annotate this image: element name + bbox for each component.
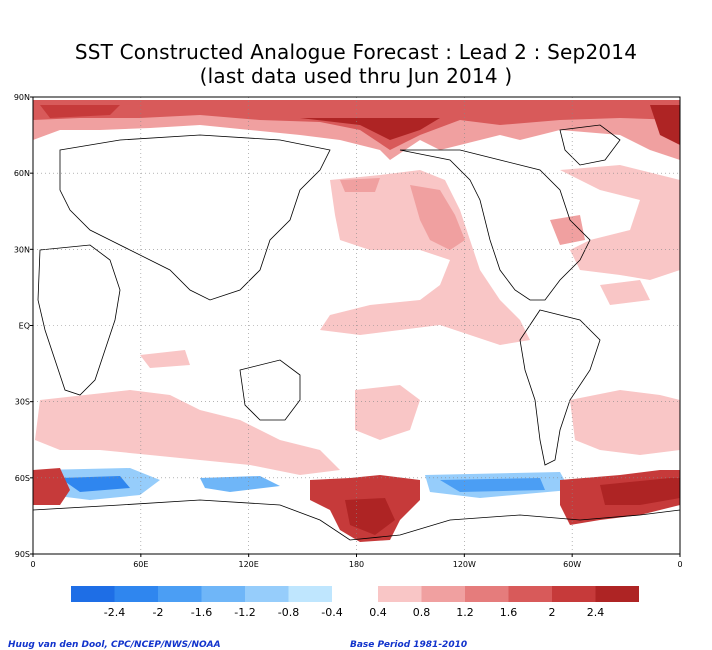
coastlines (32, 124, 681, 541)
lon-tick-label: 0 (30, 560, 35, 569)
lon-tick-label: 60E (133, 560, 148, 569)
lon-labels: 0 60E 120E 180 120W 60W 0 (30, 554, 683, 569)
lat-tick-label: 60S (15, 474, 30, 483)
colorbar: -2.4 -2 -1.6 -1.2 -0.8 -0.4 0.4 0.8 1.2 1.6 2 2.4 (71, 586, 639, 619)
colorbar-label: 1.6 (500, 606, 518, 619)
lon-tick-label: 120E (239, 560, 259, 569)
lon-tick-label: 120W (453, 560, 476, 569)
australia-outline (239, 359, 301, 421)
colorbar-positive-swatch (421, 586, 465, 602)
colorbar-label: -2.4 (104, 606, 125, 619)
lat-tick-label: 90N (14, 93, 30, 102)
lat-tick-label: EQ (19, 322, 30, 331)
colorbar-label: -0.8 (278, 606, 299, 619)
title-line-2: (last data used thru Jun 2014 ) (199, 64, 513, 88)
colorbar-label: -1.6 (191, 606, 212, 619)
southern-anomaly (35, 350, 680, 475)
colorbar-label: 2.4 (587, 606, 605, 619)
colorbar-label: 0.8 (413, 606, 431, 619)
colorbar-label: 2 (549, 606, 556, 619)
colorbar-positive-swatch (595, 586, 639, 602)
colorbar-negative-swatch (71, 586, 115, 602)
lat-tick-label: 60N (14, 169, 30, 178)
greenland-outline (559, 124, 621, 166)
colorbar-label: -2 (153, 606, 164, 619)
north-atlantic-anomaly (550, 165, 680, 305)
colorbar-negative-swatch (201, 586, 245, 602)
colorbar-negative-swatch (114, 586, 158, 602)
lat-tick-label: 30S (15, 398, 30, 407)
colorbar-positive-swatch (465, 586, 509, 602)
colorbar-positive-swatch (552, 586, 596, 602)
colorbar-negative-swatch (288, 586, 332, 602)
lon-tick-label: 180 (349, 560, 364, 569)
lon-tick-label: 60W (563, 560, 581, 569)
credit-author: Huug van den Dool, CPC/NCEP/NWS/NOAA (8, 640, 221, 650)
lat-labels: 90N 60N 30N EQ 30S 60S 90S (14, 93, 33, 559)
colorbar-positive-swatch (378, 586, 422, 602)
colorbar-label: -0.4 (321, 606, 342, 619)
credit-base-period: Base Period 1981-2010 (350, 640, 468, 650)
north-pacific-anomaly (320, 170, 530, 345)
eurasia-outline (59, 134, 331, 301)
north-america-outline (399, 149, 591, 301)
colorbar-label: 1.2 (456, 606, 474, 619)
gridlines (33, 97, 680, 554)
title-line-1: SST Constructed Analogue Forecast : Lead… (74, 40, 638, 64)
lat-tick-label: 90S (15, 550, 30, 559)
colorbar-negative-swatch (158, 586, 202, 602)
colorbar-label: -1.2 (234, 606, 255, 619)
africa-outline (37, 244, 121, 396)
colorbar-positive-swatch (508, 586, 552, 602)
lat-tick-label: 30N (14, 245, 30, 254)
colorbar-negative-swatch (245, 586, 289, 602)
antarctica-outline (32, 499, 681, 541)
colorbar-label: 0.4 (369, 606, 387, 619)
southern-ocean-anomaly (33, 468, 680, 542)
south-america-outline (519, 309, 601, 466)
lon-tick-label: 0 (677, 560, 682, 569)
